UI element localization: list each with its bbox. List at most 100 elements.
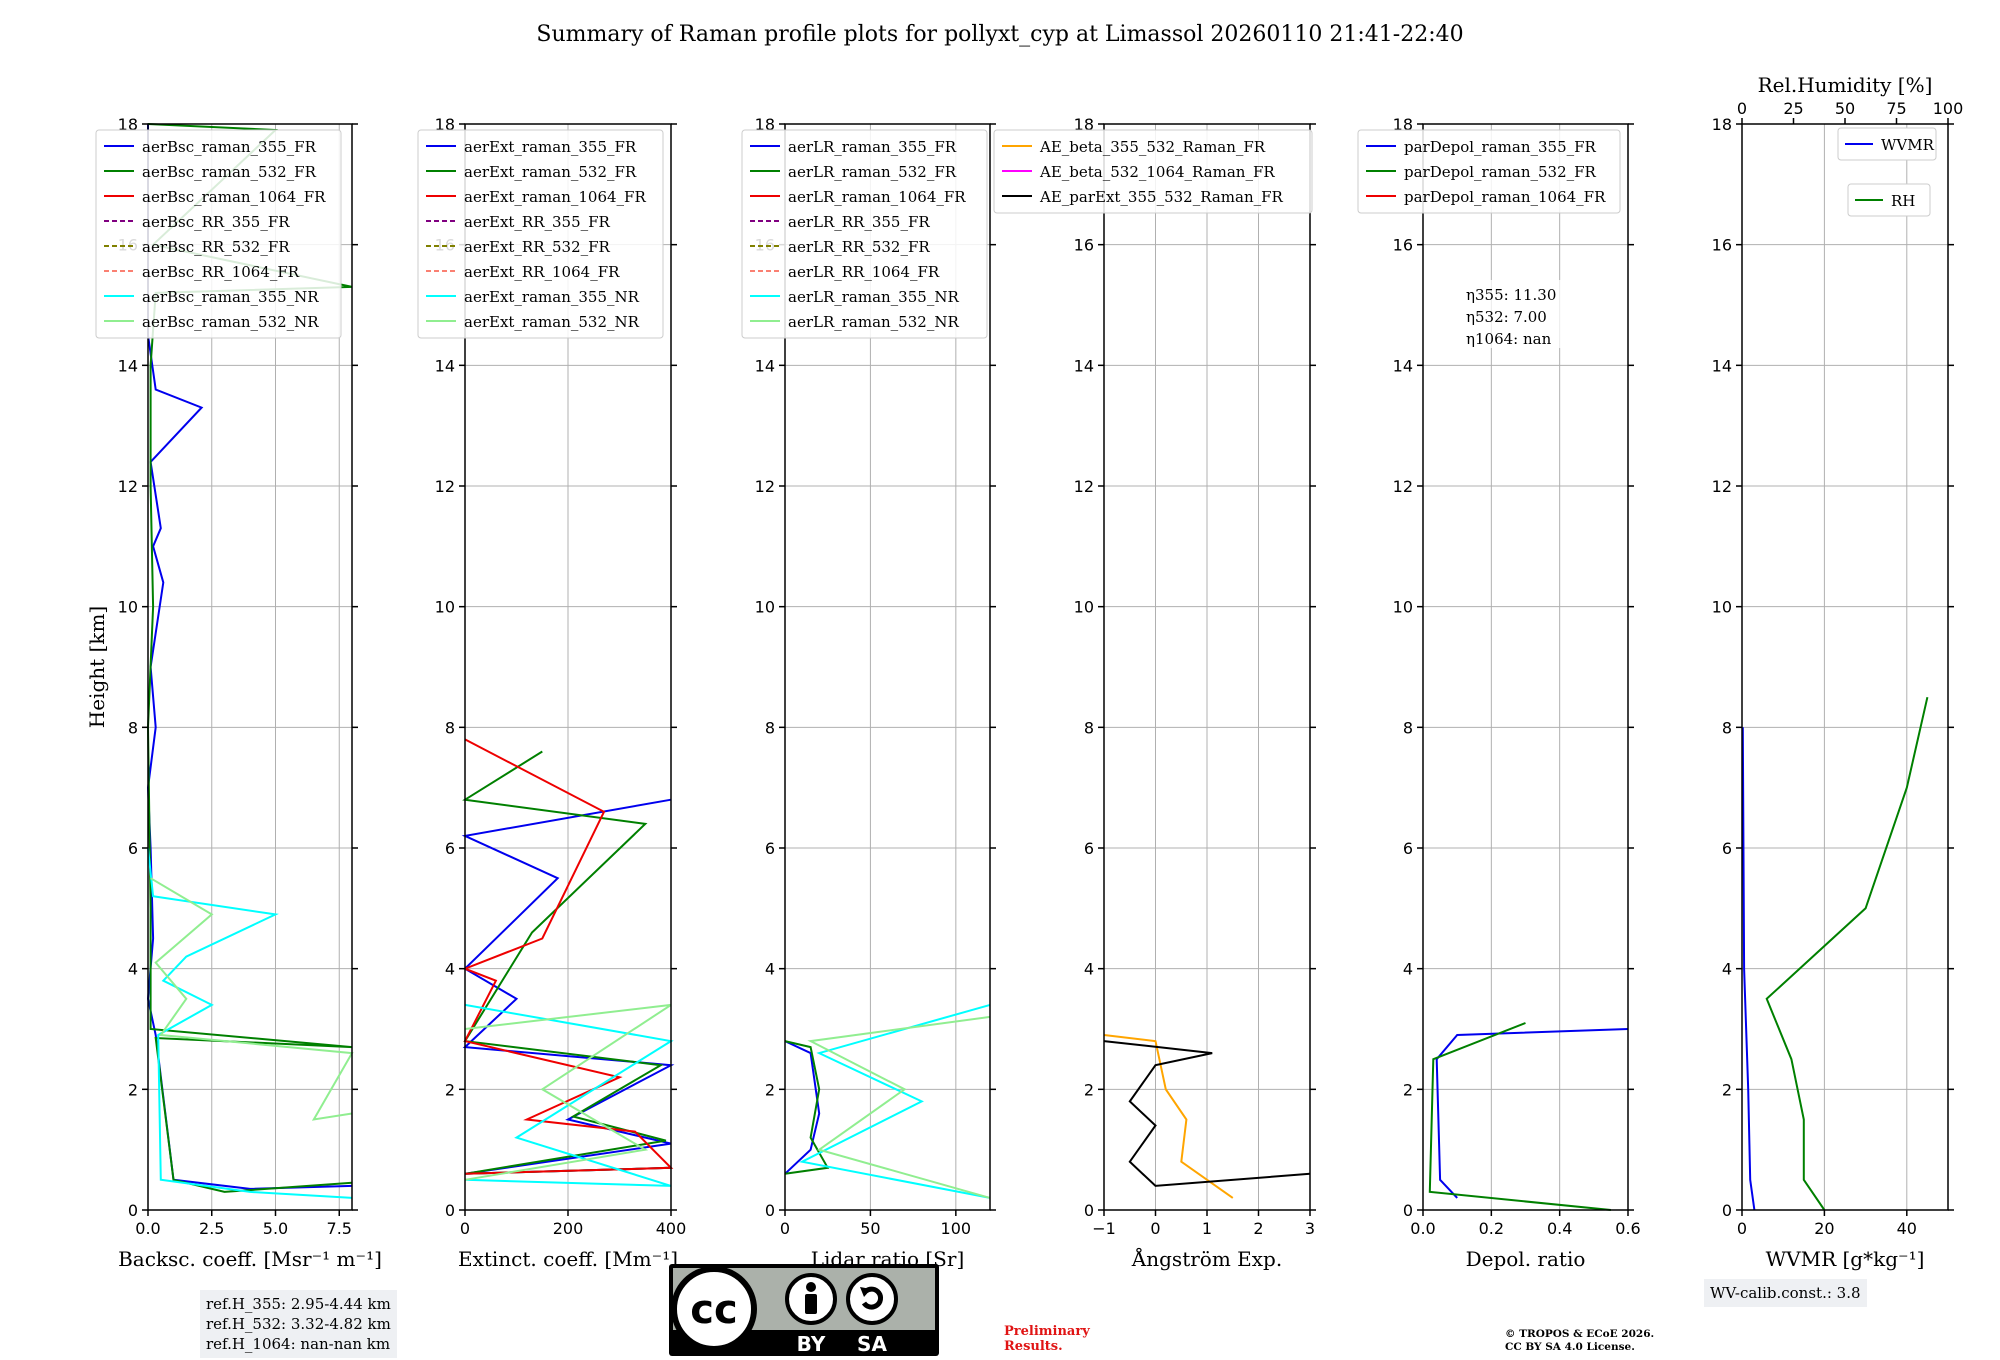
figure-title: Summary of Raman profile plots for polly… [536,22,1464,47]
y-tick-label: 12 [1712,477,1732,496]
x-tick-label: 100 [941,1219,972,1238]
annotation-box [1458,280,1592,348]
y-axis-label: Height [km] [85,606,109,728]
eta-annotation: η355: 11.30 [1466,286,1556,304]
ref-height-532: ref.H_532: 3.32-4.82 km [206,1315,391,1333]
y-tick-label: 4 [128,960,138,979]
legend-box [95,129,342,339]
legend-entry: parDepol_raman_1064_FR [1404,188,1606,206]
y-tick-label: 14 [435,356,455,375]
y-tick-label: 4 [1722,960,1732,979]
y-tick-label: 12 [755,477,775,496]
x-tick-label: 2 [1253,1219,1263,1238]
cc-by-label: BY [797,1332,826,1356]
top-axis-label: Rel.Humidity [%] [1758,73,1933,97]
legend-box [417,129,664,339]
copyright-note: © TROPOS & ECoE 2026. CC BY SA 4.0 Licen… [1505,1328,1654,1354]
y-tick-label: 8 [1403,718,1413,737]
y-tick-label: 0 [128,1201,138,1220]
x-axis-label: Backsc. coeff. [Msr⁻¹ m⁻¹] [118,1247,382,1271]
y-tick-label: 10 [118,598,138,617]
y-tick-label: 16 [1393,236,1413,255]
x-tick-label: 2.5 [199,1219,224,1238]
y-tick-label: 2 [1403,1080,1413,1099]
y-tick-label: 8 [445,718,455,737]
x-axis-label: Extinct. coeff. [Mm⁻¹] [458,1247,678,1271]
series-line-parDepol_raman_532_FR [1428,1022,1611,1211]
legend-entry: aerBsc_raman_355_FR [142,138,317,156]
y-tick-label: 2 [128,1080,138,1099]
legend-entry: aerLR_raman_532_FR [788,163,957,181]
legend-entry: aerExt_raman_355_NR [464,288,640,306]
series-line-aerExt_raman_355_NR [464,1003,674,1187]
legend-entry: WVMR [1881,136,1935,154]
y-tick-label: 18 [1393,115,1413,134]
preliminary-note: Preliminary Results. [1004,1324,1090,1354]
y-tick-label: 6 [128,839,138,858]
eta-annotation: η1064: nan [1466,330,1552,348]
legend-entry: aerBsc_raman_1064_FR [142,188,326,206]
series-line-RH [1765,696,1929,1211]
legend-entry: aerExt_raman_1064_FR [464,188,646,206]
y-tick-label: 6 [1722,839,1732,858]
series-line-aerLR_raman_532_NR [807,1015,991,1199]
legend-entry: parDepol_raman_532_FR [1404,163,1597,181]
series-line-aerLR_raman_532_FR [784,1040,830,1175]
x-tick-label: 0.0 [135,1219,160,1238]
y-tick-label: 8 [1722,718,1732,737]
series-line-WVMR [1741,727,1756,1211]
x-tick-label: 0.2 [1479,1219,1504,1238]
legend-entry: aerExt_RR_532_FR [464,238,611,256]
y-tick-label: 14 [1074,356,1094,375]
y-tick-label: 6 [445,839,455,858]
series-line-parDepol_raman_355_FR [1435,1028,1629,1199]
legend-entry: aerBsc_raman_532_FR [142,163,317,181]
y-tick-label: 10 [435,598,455,617]
x-tick-label: 3 [1305,1219,1315,1238]
y-tick-label: 14 [1712,356,1732,375]
x-tick-label: 20 [1814,1219,1834,1238]
x-axis-label: Ångström Exp. [1131,1246,1282,1271]
y-tick-label: 18 [1712,115,1732,134]
y-tick-label: 16 [1712,236,1732,255]
legend-entry: aerLR_raman_532_NR [788,313,959,331]
svg-text:cc: cc [690,1287,737,1333]
y-tick-label: 8 [128,718,138,737]
x-tick-label: 50 [860,1219,880,1238]
y-tick-label: 0 [1722,1201,1732,1220]
y-tick-label: 18 [118,115,138,134]
y-tick-label: 2 [1084,1080,1094,1099]
legend-entry: aerLR_raman_355_FR [788,138,957,156]
ref-heights-box: ref.H_355: 2.95-4.44 km ref.H_532: 3.32-… [200,1290,397,1358]
y-tick-label: 16 [1074,236,1094,255]
y-tick-label: 18 [1074,115,1094,134]
x-tick-label: 0 [780,1219,790,1238]
y-tick-label: 4 [445,960,455,979]
legend-entry: AE_beta_532_1064_Raman_FR [1039,163,1275,181]
eta-annotation: η532: 7.00 [1466,308,1547,326]
legend-entry: aerExt_RR_355_FR [464,213,611,231]
y-tick-label: 0 [1403,1201,1413,1220]
plot-frame [784,123,991,1211]
ref-height-1064: ref.H_1064: nan-nan km [206,1335,391,1353]
preliminary-line-1: Preliminary [1004,1324,1090,1339]
plot-frame [1741,123,1949,1211]
y-tick-label: 12 [435,477,455,496]
legend-entry: AE_beta_355_532_Raman_FR [1039,138,1266,156]
top-x-tick-label: 0 [1737,99,1747,118]
x-axis-label: Depol. ratio [1466,1247,1586,1271]
x-tick-label: 0 [1150,1219,1160,1238]
legend-box [1357,129,1621,214]
y-tick-label: 8 [765,718,775,737]
y-tick-label: 6 [1084,839,1094,858]
copyright-line-1: © TROPOS & ECoE 2026. [1505,1328,1655,1340]
y-tick-label: 6 [1403,839,1413,858]
y-tick-label: 2 [445,1080,455,1099]
x-axis-label: WVMR [g*kg⁻¹] [1766,1247,1925,1271]
copyright-line-2: CC BY SA 4.0 License. [1505,1341,1635,1353]
y-tick-label: 10 [1712,598,1732,617]
legend-entry: AE_parExt_355_532_Raman_FR [1039,188,1284,206]
legend-entry: aerLR_RR_355_FR [788,213,930,231]
series-line-AE_parExt_355_532_Raman_FR [1103,1040,1311,1187]
y-tick-label: 12 [118,477,138,496]
